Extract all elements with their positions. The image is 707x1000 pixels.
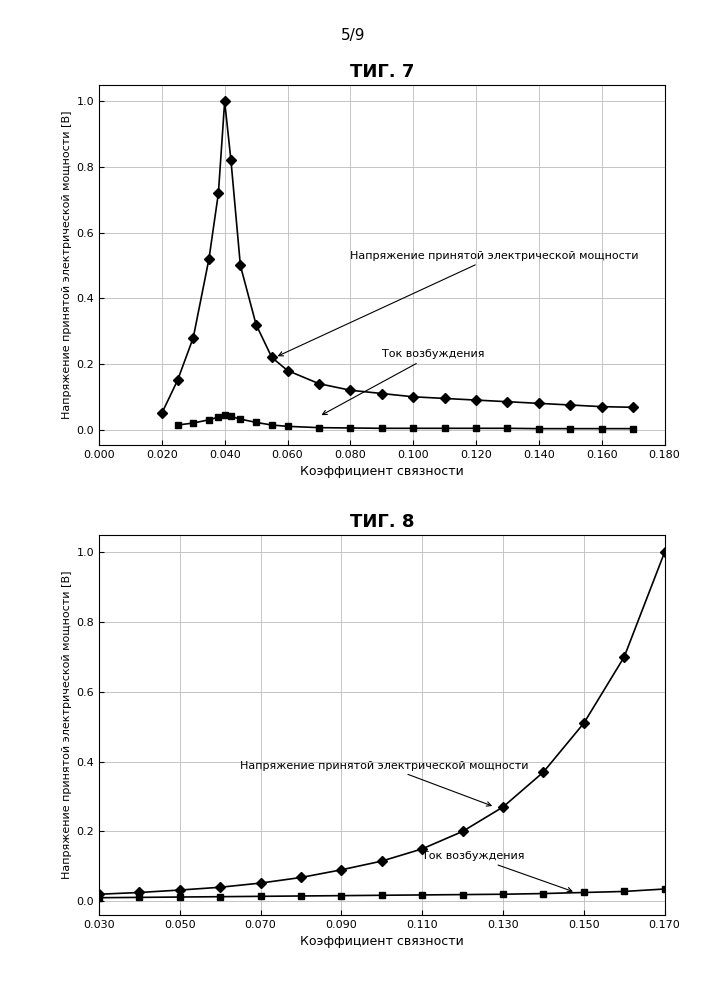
Text: Напряжение принятой электрической мощности: Напряжение принятой электрической мощнос…: [279, 251, 639, 356]
Text: Ток возбуждения: Ток возбуждения: [422, 851, 572, 892]
X-axis label: Коэффициент связности: Коэффициент связности: [300, 465, 464, 478]
Title: ΤИГ. 7: ΤИГ. 7: [349, 63, 414, 81]
Text: Напряжение принятой электрической мощности: Напряжение принятой электрической мощнос…: [240, 761, 529, 806]
Title: ΤИГ. 8: ΤИГ. 8: [349, 513, 414, 531]
Y-axis label: Напряжение принятой электрической мощности [В]: Напряжение принятой электрической мощнос…: [62, 571, 72, 879]
Text: Ток возбуждения: Ток возбуждения: [322, 349, 484, 415]
Text: 5/9: 5/9: [341, 28, 366, 43]
X-axis label: Коэффициент связности: Коэффициент связности: [300, 935, 464, 948]
Y-axis label: Напряжение принятой электрической мощности [В]: Напряжение принятой электрической мощнос…: [62, 111, 72, 419]
